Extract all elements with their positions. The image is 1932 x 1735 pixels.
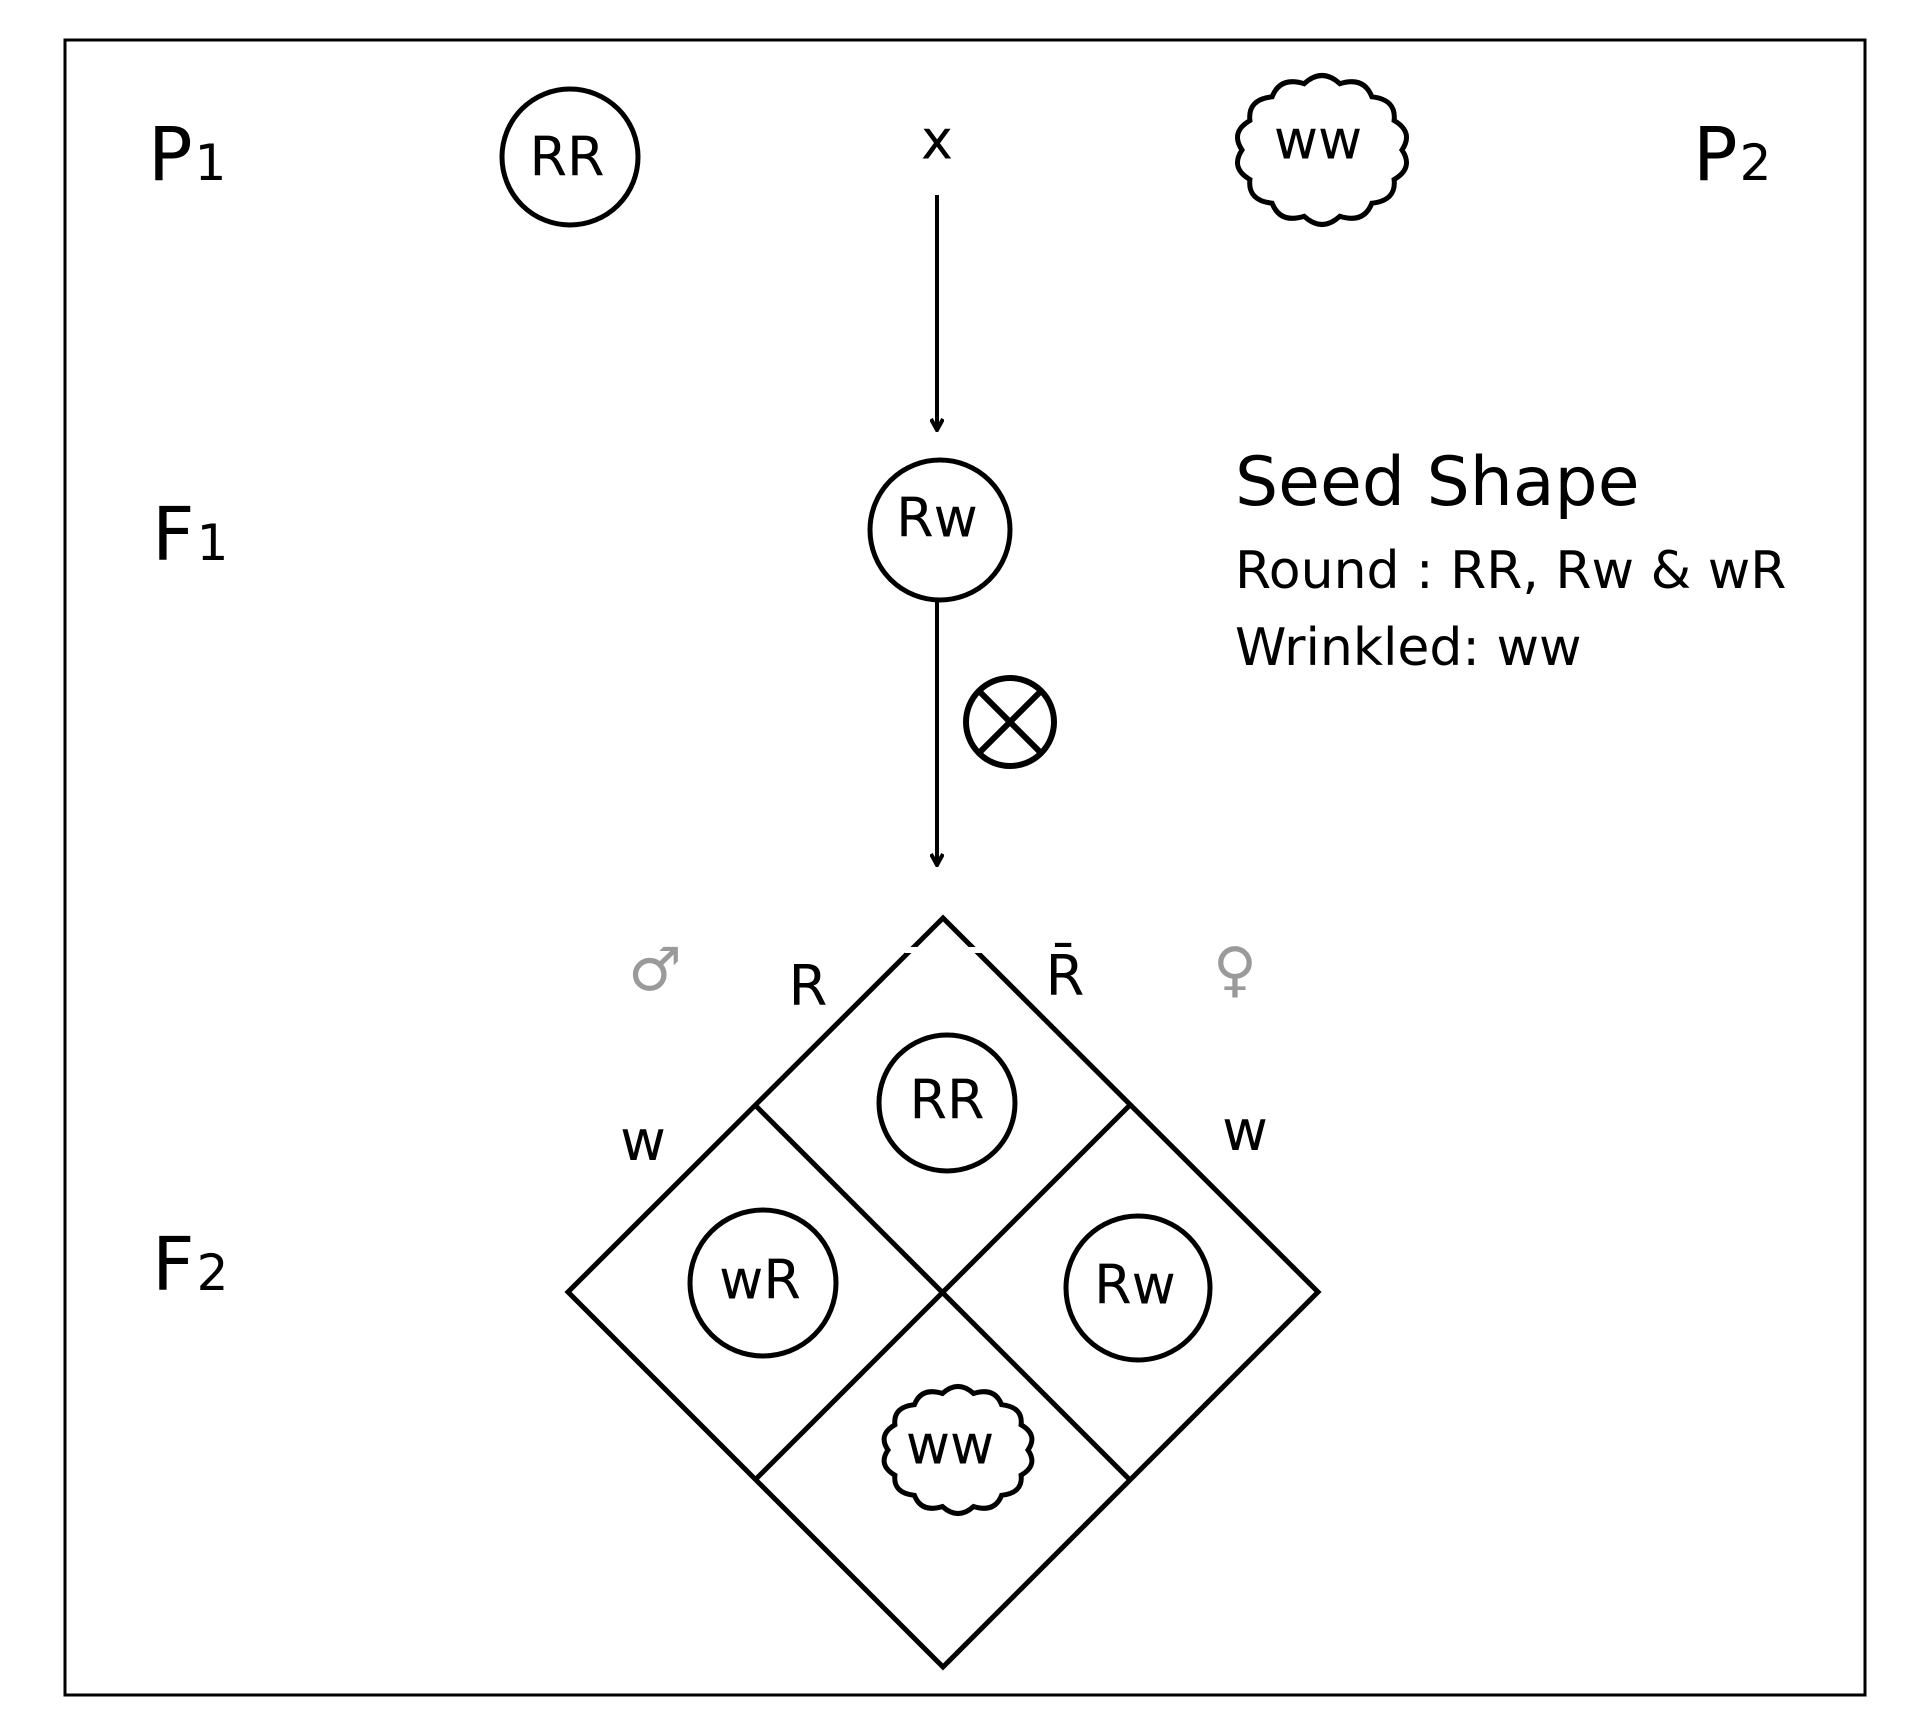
legend-round: Round : RR, Rw & wR: [1235, 541, 1786, 601]
male-symbol: ♂: [628, 935, 682, 1005]
diagram-frame: [63, 38, 1867, 1697]
f2-right-seed: [1063, 1213, 1213, 1363]
p2-genotype: ww: [1274, 109, 1362, 172]
punnett-square: [564, 914, 1322, 1671]
gamete-male-bottom: w: [620, 1109, 666, 1174]
gamete-male-top: R: [789, 954, 828, 1019]
cross-symbol: x: [921, 109, 953, 172]
label-p2: P2: [1693, 112, 1771, 198]
self-cross-icon: [963, 675, 1057, 769]
f1-genotype: Rw: [896, 487, 978, 550]
f2-top-genotype: RR: [909, 1069, 984, 1132]
f2-top-seed: [876, 1032, 1018, 1174]
gamete-female-top: R̄: [1046, 944, 1085, 1009]
f2-bottom-wrinkled-seed: [881, 1383, 1035, 1517]
label-f1: F1: [152, 492, 228, 578]
label-f2: F2: [152, 1222, 228, 1308]
p1-genotype: RR: [529, 126, 604, 189]
label-p1: P1: [148, 112, 226, 198]
female-symbol: ♀: [1213, 935, 1257, 1005]
legend-wrinkled: Wrinkled: ww: [1235, 618, 1582, 678]
f2-bottom-genotype: ww: [906, 1414, 994, 1477]
f2-left-seed: [687, 1207, 839, 1359]
p1-round-seed: [499, 86, 641, 228]
f1-round-seed: [867, 457, 1013, 603]
p2-wrinkled-seed: [1235, 73, 1409, 227]
gamete-female-bottom: w: [1222, 1099, 1268, 1164]
f2-right-genotype: Rw: [1094, 1254, 1176, 1317]
legend-title: Seed Shape: [1235, 443, 1640, 522]
f2-left-genotype: wR: [719, 1249, 801, 1312]
